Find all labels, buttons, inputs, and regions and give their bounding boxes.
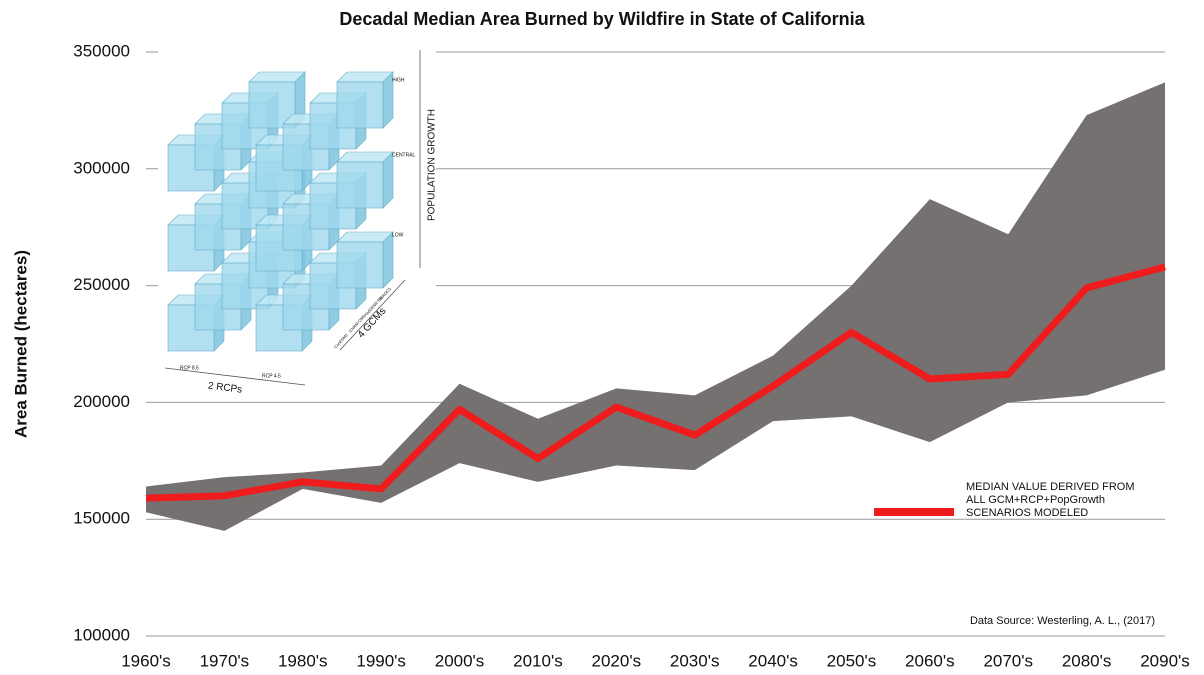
inset-axis bbox=[164, 367, 306, 386]
chart-title: Decadal Median Area Burned by Wildfire i… bbox=[339, 9, 865, 29]
y-axis-label: Area Burned (hectares) bbox=[11, 250, 30, 438]
legend-label: MEDIAN VALUE DERIVED FROM ALL GCM+RCP+Po… bbox=[966, 481, 1135, 519]
x-tick-label: 2000's bbox=[435, 651, 485, 670]
cube-front bbox=[336, 241, 384, 289]
inset-axis bbox=[339, 279, 406, 351]
x-tick-label: 2060's bbox=[905, 651, 955, 670]
y-tick-label: 150000 bbox=[73, 509, 130, 528]
inset-level: CENTRAL bbox=[392, 152, 416, 158]
inset-axis-label: POPULATION GROWTH bbox=[427, 109, 438, 221]
x-tick-label: 2040's bbox=[748, 651, 798, 670]
x-tick-label: 1990's bbox=[356, 651, 406, 670]
y-tick-label: 250000 bbox=[73, 275, 130, 294]
inset-rcp: RCP 8.5 bbox=[180, 365, 199, 371]
x-tick-label: 2010's bbox=[513, 651, 563, 670]
inset-axis-label: 2 RCPs bbox=[207, 381, 243, 396]
cube-side bbox=[382, 231, 394, 289]
y-tick-label: 200000 bbox=[73, 392, 130, 411]
x-tick-label: 2020's bbox=[592, 651, 642, 670]
y-tick-label: 300000 bbox=[73, 158, 130, 177]
inset-rcp: RCP 4.5 bbox=[262, 373, 281, 379]
inset-level: LOW bbox=[392, 232, 404, 238]
x-tick-label: 2080's bbox=[1062, 651, 1112, 670]
median-line bbox=[145, 263, 1166, 502]
cube-side bbox=[382, 151, 394, 209]
x-tick-label: 2050's bbox=[827, 651, 877, 670]
y-tick-label: 100000 bbox=[73, 625, 130, 644]
inset-level: HIGH bbox=[392, 77, 405, 83]
range-band bbox=[146, 82, 1165, 531]
cube-front bbox=[336, 161, 384, 209]
x-tick-label: 1970's bbox=[200, 651, 250, 670]
x-tick-label: 1960's bbox=[121, 651, 171, 670]
source: Data Source: Westerling, A. L., (2017) bbox=[970, 615, 1155, 627]
y-tick-label: 350000 bbox=[73, 41, 130, 60]
x-tick-label: 2030's bbox=[670, 651, 720, 670]
x-tick-label: 1980's bbox=[278, 651, 328, 670]
x-tick-label: 2090's bbox=[1140, 651, 1190, 670]
x-tick-label: 2070's bbox=[983, 651, 1033, 670]
cube-front bbox=[336, 81, 384, 129]
